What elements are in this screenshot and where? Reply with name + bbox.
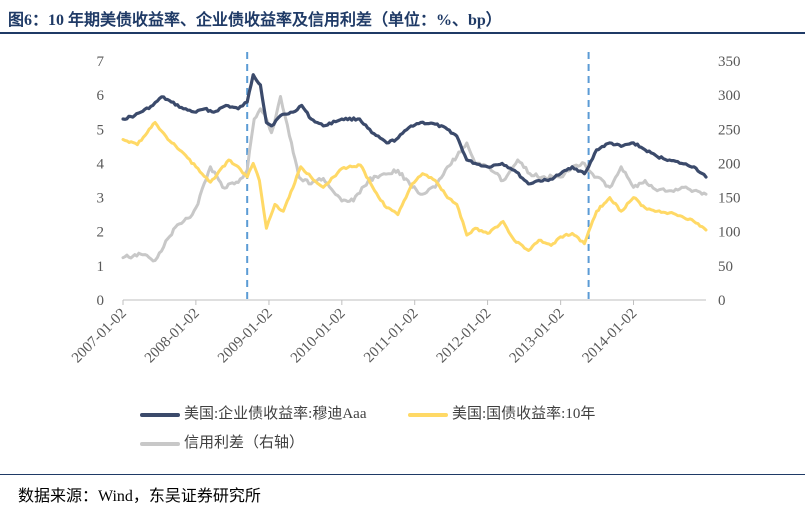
y-left-tick-label: 4 (97, 156, 105, 172)
y-right-tick-label: 50 (718, 259, 733, 275)
y-right-tick-label: 0 (718, 293, 726, 309)
legend-swatch-spread (140, 441, 180, 446)
y-right-tick-label: 300 (718, 88, 741, 104)
title-bar: 图6：10 年期美债收益率、企业债收益率及信用利差（单位：%、bp） (0, 0, 805, 34)
legend-item-spread: 信用利差（右轴） (140, 433, 304, 453)
legend-item-corporate: 美国:企业债收益率:穆迪Aaa (140, 404, 366, 424)
legend-item-treasury: 美国:国债收益率:10年 (408, 404, 595, 424)
y-right-tick-label: 150 (718, 191, 741, 207)
legend-swatch-corporate (140, 412, 180, 417)
y-left-tick-label: 2 (97, 225, 105, 241)
legend-label-spread: 信用利差（右轴） (184, 435, 305, 451)
source-note: 数据来源：Wind，东吴证券研究所 (18, 488, 261, 505)
figure-title: 图6：10 年期美债收益率、企业债收益率及信用利差（单位：%、bp） (8, 12, 502, 29)
x-tick-label: 2011-01-02 (361, 306, 421, 366)
y-right-tick-label: 350 (718, 54, 741, 70)
x-tick-label: 2009-01-02 (215, 306, 276, 367)
y-right-tick-label: 200 (718, 156, 741, 172)
y-left-tick-label: 0 (97, 293, 105, 309)
x-tick-label: 2008-01-02 (142, 306, 203, 367)
x-tick-label: 2013-01-02 (507, 306, 568, 367)
source-divider (0, 474, 805, 475)
y-left-tick-label: 3 (97, 191, 105, 207)
x-tick-label: 2012-01-02 (434, 306, 495, 367)
legend-swatch-treasury (408, 412, 448, 417)
x-tick-label: 2014-01-02 (580, 306, 641, 367)
x-tick-label: 2010-01-02 (288, 306, 349, 367)
legend-label-treasury: 美国:国债收益率:10年 (452, 406, 596, 422)
y-left-tick-label: 1 (97, 259, 105, 275)
y-left-tick-label: 6 (97, 88, 105, 104)
series-line-credit-spread (121, 95, 708, 263)
legend-label-corporate: 美国:企业债收益率:穆迪Aaa (184, 406, 367, 422)
y-left-tick-label: 7 (97, 54, 105, 70)
x-tick-label: 2007-01-02 (69, 306, 130, 367)
y-right-tick-label: 100 (718, 225, 741, 241)
y-right-tick-label: 250 (718, 122, 741, 138)
series-line-treasury-10y (121, 121, 708, 252)
series-line-corporate-aaa (121, 73, 708, 186)
y-left-tick-label: 5 (97, 122, 105, 138)
